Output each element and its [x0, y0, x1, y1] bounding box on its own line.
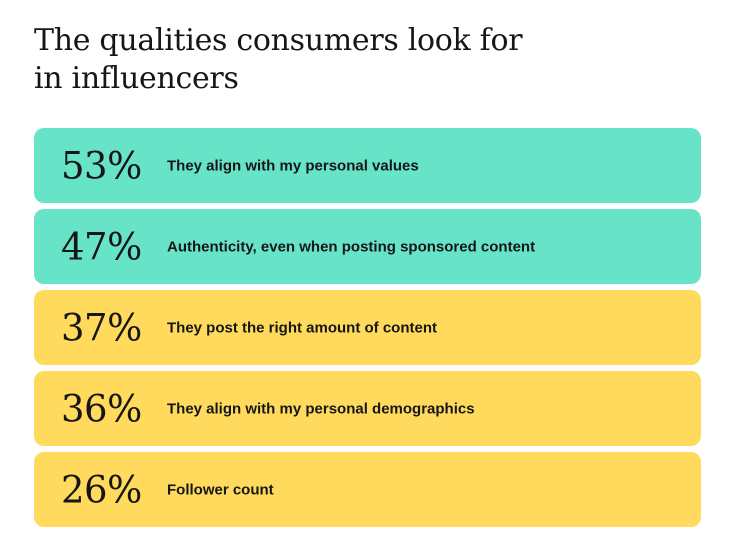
quality-label: They post the right amount of content: [167, 319, 437, 336]
chart-title-line-2: in influencers: [34, 61, 239, 96]
chart-title: The qualities consumers look for in infl…: [34, 22, 523, 98]
quality-row: 36% They align with my personal demograp…: [34, 371, 701, 446]
chart-title-line-1: The qualities consumers look for: [34, 23, 523, 58]
quality-label: They align with my personal demographics: [167, 400, 475, 417]
quality-percent: 47%: [61, 225, 142, 268]
quality-percent: 37%: [61, 306, 142, 349]
quality-label: They align with my personal values: [167, 157, 419, 174]
quality-rows: 53% They align with my personal values 4…: [34, 128, 701, 533]
quality-label: Authenticity, even when posting sponsore…: [167, 238, 536, 255]
quality-row: 53% They align with my personal values: [34, 128, 701, 203]
quality-row: 47% Authenticity, even when posting spon…: [34, 209, 701, 284]
quality-label: Follower count: [167, 481, 274, 498]
quality-row: 26% Follower count: [34, 452, 701, 527]
quality-percent: 26%: [61, 468, 142, 511]
quality-percent: 53%: [61, 144, 142, 187]
quality-row: 37% They post the right amount of conten…: [34, 290, 701, 365]
quality-percent: 36%: [61, 387, 142, 430]
